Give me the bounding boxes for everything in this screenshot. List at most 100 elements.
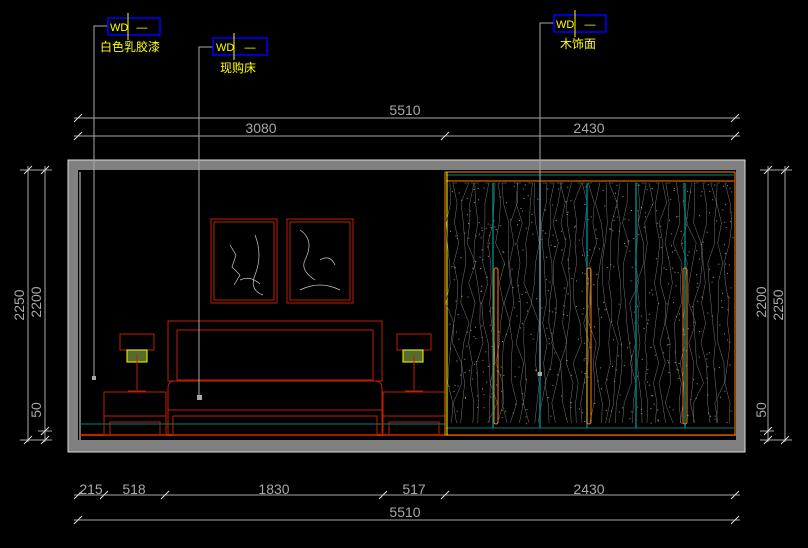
- wood-grain-speck: [480, 291, 482, 293]
- wood-grain-speck: [692, 306, 694, 308]
- wood-grain-speck: [674, 362, 676, 364]
- wood-grain-speck: [678, 313, 680, 315]
- wood-grain-speck: [550, 244, 552, 246]
- tag-label: 现购床: [220, 60, 256, 75]
- wood-grain-speck: [678, 319, 680, 321]
- wood-grain-speck: [672, 409, 674, 411]
- wood-grain-speck: [516, 315, 518, 317]
- wood-grain-speck: [696, 250, 698, 252]
- wood-grain-speck: [491, 345, 493, 347]
- wood-grain-speck: [587, 283, 589, 285]
- wood-grain-speck: [494, 226, 496, 228]
- wood-grain-speck: [477, 406, 479, 408]
- dim-left-inner: 50: [28, 402, 44, 418]
- wood-grain-speck: [469, 370, 471, 372]
- wood-grain-speck: [511, 268, 513, 270]
- wood-grain-speck: [707, 312, 709, 314]
- wood-grain-speck: [727, 295, 729, 297]
- wood-grain-speck: [611, 321, 613, 323]
- wood-grain-line: [615, 182, 623, 424]
- lamp-right: [396, 333, 432, 392]
- wood-grain-line: [495, 182, 505, 424]
- wood-grain-speck: [552, 234, 554, 236]
- wood-grain-speck: [527, 195, 529, 197]
- wood-grain-speck: [566, 315, 568, 317]
- wood-grain-speck: [649, 292, 651, 294]
- wood-grain-speck: [548, 338, 550, 340]
- wood-grain-speck: [578, 239, 580, 241]
- wood-grain-speck: [518, 300, 520, 302]
- wood-grain-speck: [519, 220, 521, 222]
- wood-grain-speck: [522, 249, 524, 251]
- wood-grain-speck: [590, 216, 592, 218]
- wood-grain-speck: [554, 307, 556, 309]
- wood-grain-speck: [481, 336, 483, 338]
- wood-grain-speck: [551, 311, 553, 313]
- wood-grain-speck: [618, 411, 620, 413]
- wood-grain-speck: [458, 192, 460, 194]
- wood-grain-speck: [542, 230, 544, 232]
- wood-grain-line: [595, 182, 604, 424]
- wood-grain-speck: [718, 263, 720, 265]
- wood-grain-speck: [625, 245, 627, 247]
- wood-grain-speck: [558, 188, 560, 190]
- tag-label: 白色乳胶漆: [100, 39, 160, 54]
- wood-grain-speck: [478, 199, 480, 201]
- wood-grain-speck: [656, 210, 658, 212]
- wood-grain-speck: [638, 184, 640, 186]
- wood-grain-speck: [564, 287, 566, 289]
- wood-grain-speck: [700, 195, 702, 197]
- wood-grain-speck: [549, 343, 551, 345]
- wood-grain-speck: [453, 279, 455, 281]
- wood-grain-speck: [669, 219, 671, 221]
- wood-grain-speck: [643, 226, 645, 228]
- wood-grain-speck: [674, 271, 676, 273]
- wood-grain-speck: [555, 246, 557, 248]
- wood-grain-speck: [515, 403, 517, 405]
- wood-grain-speck: [615, 200, 617, 202]
- wardrobe-handle: [493, 267, 499, 425]
- wood-grain-line: [551, 182, 562, 424]
- wood-grain-speck: [450, 230, 452, 232]
- wood-grain-speck: [455, 331, 457, 333]
- wood-grain-speck: [614, 192, 616, 194]
- wood-grain-speck: [476, 372, 478, 374]
- wood-grain-speck: [532, 338, 534, 340]
- wood-grain-line: [723, 182, 732, 424]
- wood-grain-speck: [725, 227, 727, 229]
- wood-grain-line: [707, 182, 718, 424]
- wood-grain-speck: [724, 221, 726, 223]
- wood-grain-speck: [525, 378, 527, 380]
- wood-grain-speck: [687, 414, 689, 416]
- wood-grain-speck: [476, 395, 478, 397]
- wood-grain-speck: [613, 339, 615, 341]
- wood-grain-speck: [546, 327, 548, 329]
- wood-grain-speck: [456, 360, 458, 362]
- wood-grain-speck: [585, 186, 587, 188]
- wood-grain-speck: [525, 227, 527, 229]
- wood-grain-speck: [618, 303, 620, 305]
- wood-grain-speck: [448, 385, 450, 387]
- wood-grain-speck: [584, 382, 586, 384]
- wood-grain-speck: [506, 334, 508, 336]
- wood-grain-speck: [513, 307, 515, 309]
- wood-grain-speck: [491, 330, 493, 332]
- wood-grain-speck: [620, 343, 622, 345]
- wood-grain-speck: [566, 213, 568, 215]
- wood-grain-speck: [482, 259, 484, 261]
- wood-grain-speck: [485, 227, 487, 229]
- wood-grain-line: [452, 182, 463, 424]
- wood-grain-speck: [729, 187, 731, 189]
- wood-grain-speck: [584, 273, 586, 275]
- wood-grain-speck: [678, 362, 680, 364]
- wood-grain-speck: [647, 369, 649, 371]
- wood-grain-speck: [657, 303, 659, 305]
- tag-label: 木饰面: [560, 37, 596, 51]
- wood-grain-speck: [709, 268, 711, 270]
- wood-grain-speck: [589, 346, 591, 348]
- wood-grain-speck: [574, 226, 576, 228]
- wood-grain-speck: [628, 219, 630, 221]
- wood-grain-speck: [521, 323, 523, 325]
- wood-grain-speck: [526, 409, 528, 411]
- wood-grain-speck: [487, 223, 489, 225]
